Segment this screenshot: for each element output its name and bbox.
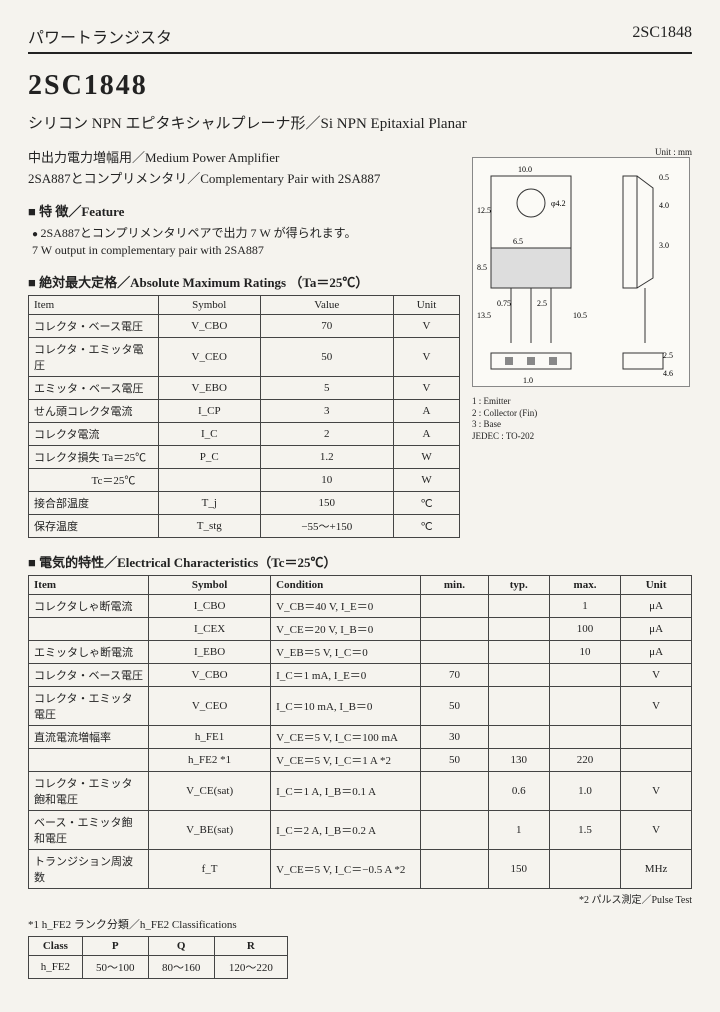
table-row: h_FE2 *1V_CE＝5 V, I_C＝1 A *250130220 [29, 749, 692, 772]
application-1: 中出力電力増幅用／Medium Power Amplifier [28, 147, 460, 166]
table-row: コレクタ電流I_C2A [29, 423, 460, 446]
table-row: コレクタ・エミッタ電圧V_CEOI_C＝10 mA, I_B＝050V [29, 687, 692, 726]
package-diagram: φ4.2 10.0 12.5 6.5 8.5 13.5 0.75 2.5 10.… [472, 157, 690, 387]
svg-text:φ4.2: φ4.2 [551, 199, 566, 208]
class-heading: *1 h_FE2 ランク分類／h_FE2 Classifications [28, 916, 692, 932]
table-row: 保存温度T_stg−55～+150℃ [29, 515, 460, 538]
section-amr: 絶対最大定格／Absolute Maximum Ratings （Ta＝25℃） [28, 272, 460, 291]
amr-th: Item [29, 296, 159, 315]
svg-text:1.0: 1.0 [523, 376, 533, 385]
amr-th: Value [260, 296, 394, 315]
jedec: JEDEC : TO-202 [472, 431, 692, 443]
table-row: 直流電流増幅率h_FE1V_CE＝5 V, I_C＝100 mA30 [29, 726, 692, 749]
table-row: エミッタしゃ断電流I_EBOV_EB＝5 V, I_C＝010μA [29, 641, 692, 664]
svg-text:2.5: 2.5 [537, 299, 547, 308]
elec-th: Condition [271, 576, 421, 595]
section-elec: 電気的特性／Electrical Characteristics（Tc＝25℃） [28, 552, 692, 571]
elec-th: Item [29, 576, 149, 595]
elec-th: min. [421, 576, 489, 595]
svg-text:10.0: 10.0 [518, 165, 532, 174]
elec-th: Symbol [149, 576, 271, 595]
elec-th: max. [549, 576, 620, 595]
svg-text:2.5: 2.5 [663, 351, 673, 360]
class-th: Class [29, 937, 83, 956]
svg-text:12.5: 12.5 [477, 206, 491, 215]
diagram-unit: Unit : mm [472, 147, 692, 157]
table-row: コレクタ・ベース電圧V_CBO70V [29, 315, 460, 338]
svg-text:8.5: 8.5 [477, 263, 487, 272]
header-rule [28, 52, 692, 54]
application-2: 2SA887とコンプリメンタリ／Complementary Pair with … [28, 168, 460, 187]
table-row: エミッタ・ベース電圧V_EBO5V [29, 377, 460, 400]
class-th: R [214, 937, 287, 956]
class-th: Q [148, 937, 214, 956]
amr-th: Unit [394, 296, 460, 315]
svg-text:13.5: 13.5 [477, 311, 491, 320]
svg-text:0.5: 0.5 [659, 173, 669, 182]
table-row: せん頭コレクタ電流I_CP3A [29, 400, 460, 423]
svg-text:4.0: 4.0 [659, 201, 669, 210]
svg-text:4.6: 4.6 [663, 369, 673, 378]
table-row: コレクタ・エミッタ飽和電圧V_CE(sat)I_C＝1 A, I_B＝0.1 A… [29, 772, 692, 811]
elec-th: Unit [621, 576, 692, 595]
part-title: 2SC1848 [28, 70, 692, 102]
amr-th: Symbol [159, 296, 261, 315]
table-row: I_CEXV_CE＝20 V, I_B＝0100μA [29, 618, 692, 641]
pin-2: 2 : Collector (Fin) [472, 408, 692, 420]
header-partno: 2SC1848 [632, 24, 692, 48]
table-row: コレクタ・エミッタ電圧V_CEO50V [29, 338, 460, 377]
class-table: ClassPQR h_FE250～10080～160120～220 [28, 936, 288, 979]
amr-table: ItemSymbolValueUnit コレクタ・ベース電圧V_CBO70Vコレ… [28, 295, 460, 538]
svg-text:3.0: 3.0 [659, 241, 669, 250]
table-row: Tc＝25℃10W [29, 469, 460, 492]
feature-en: 7 W output in complementary pair with 2S… [32, 243, 460, 258]
feature-jp: 2SA887とコンプリメンタリペアで出力 7 W が得られます。 [32, 224, 460, 241]
table-row: トランジション周波数f_TV_CE＝5 V, I_C＝−0.5 A *2150M… [29, 850, 692, 889]
svg-text:6.5: 6.5 [513, 237, 523, 246]
table-row: ベース・エミッタ飽和電圧V_BE(sat)I_C＝2 A, I_B＝0.2 A1… [29, 811, 692, 850]
table-row: コレクタ損失 Ta＝25℃P_C1.2W [29, 446, 460, 469]
svg-text:10.5: 10.5 [573, 311, 587, 320]
pin-3: 3 : Base [472, 419, 692, 431]
elec-th: typ. [488, 576, 549, 595]
svg-text:0.75: 0.75 [497, 299, 511, 308]
subtitle: シリコン NPN エピタキシャルプレーナ形／Si NPN Epitaxial P… [28, 112, 692, 133]
class-th: P [82, 937, 148, 956]
pin-1: 1 : Emitter [472, 396, 692, 408]
section-feature: 特 徴／Feature [28, 201, 460, 220]
table-row: コレクタしゃ断電流I_CBOV_CB＝40 V, I_E＝01μA [29, 595, 692, 618]
table-row: コレクタ・ベース電圧V_CBOI_C＝1 mA, I_E＝070V [29, 664, 692, 687]
pulse-note: *2 パルス測定／Pulse Test [28, 891, 692, 906]
elec-table: ItemSymbolConditionmin.typ.max.Unit コレクタ… [28, 575, 692, 889]
header-category: パワートランジスタ [28, 24, 172, 48]
table-row: 接合部温度T_j150℃ [29, 492, 460, 515]
